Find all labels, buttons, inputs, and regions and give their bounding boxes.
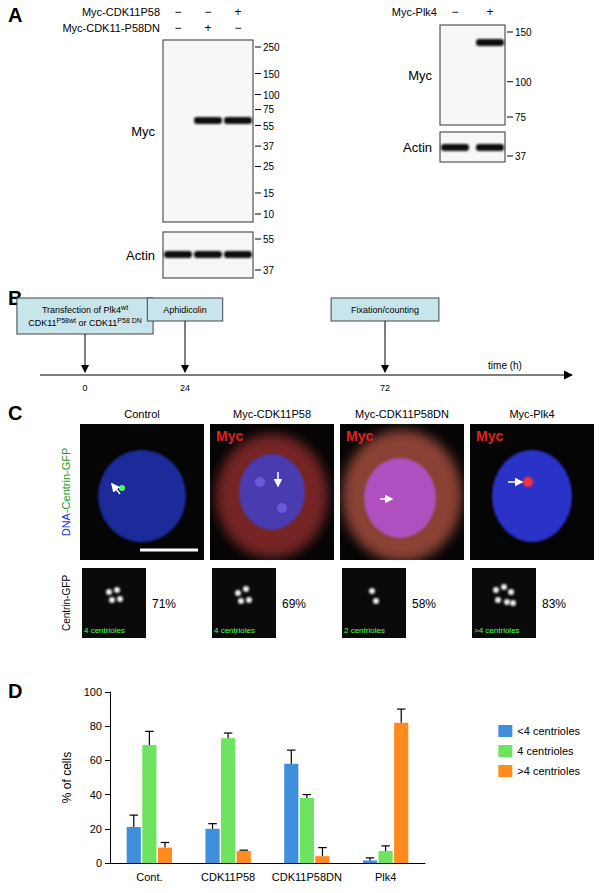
svg-text:time (h): time (h) (488, 360, 522, 371)
svg-text:B: B (8, 287, 23, 309)
svg-text:Myc: Myc (408, 68, 432, 83)
svg-text:Control: Control (124, 408, 159, 420)
svg-text:−: − (204, 5, 211, 19)
svg-text:100: 100 (84, 686, 102, 698)
svg-text:4 centrioles: 4 centrioles (214, 626, 255, 635)
svg-text:75: 75 (263, 104, 275, 115)
svg-text:C: C (8, 402, 22, 424)
svg-text:+: + (204, 21, 211, 35)
svg-text:A: A (8, 4, 22, 26)
svg-text:71%: 71% (152, 597, 176, 611)
svg-text:−: − (174, 21, 181, 35)
svg-text:72: 72 (380, 383, 390, 393)
svg-text:80: 80 (90, 720, 102, 732)
svg-text:2 centrioles: 2 centrioles (344, 626, 385, 635)
svg-text:Fixation/counting: Fixation/counting (351, 305, 419, 315)
html-text:D: D (8, 680, 23, 702)
svg-text:Actin: Actin (126, 248, 155, 263)
svg-text:Myc-CDK11P58: Myc-CDK11P58 (233, 408, 311, 420)
svg-text:Myc-CDK11P58: Myc-CDK11P58 (82, 6, 160, 18)
svg-text:CDK11P58wt or CDK11P58 DN: CDK11P58wt or CDK11P58 DN (28, 317, 142, 328)
svg-text:40: 40 (90, 789, 102, 801)
svg-text:24: 24 (180, 383, 190, 393)
svg-text:Aphidicolin: Aphidicolin (163, 305, 207, 315)
svg-text:69%: 69% (282, 597, 306, 611)
svg-text:−: − (174, 5, 181, 19)
svg-text:Myc: Myc (346, 428, 373, 444)
svg-text:Cont.: Cont. (136, 871, 162, 883)
svg-text:25: 25 (263, 161, 275, 172)
svg-text:Myc-CDK11P58DN: Myc-CDK11P58DN (355, 408, 449, 420)
svg-text:0: 0 (96, 857, 102, 869)
svg-text:100: 100 (515, 77, 532, 88)
svg-text:250: 250 (263, 42, 280, 53)
svg-text:−: − (234, 21, 241, 35)
svg-text:37: 37 (515, 151, 527, 162)
svg-text:Centrin-GFP: Centrin-GFP (61, 575, 72, 631)
svg-text:20: 20 (90, 823, 102, 835)
svg-text:0: 0 (82, 383, 87, 393)
svg-text:% of cells: % of cells (60, 752, 74, 803)
svg-text:−: − (451, 5, 458, 19)
svg-text:Actin: Actin (403, 140, 432, 155)
svg-text:100: 100 (263, 90, 280, 101)
svg-text:Plk4: Plk4 (375, 871, 396, 883)
svg-text:58%: 58% (412, 597, 436, 611)
svg-text:15: 15 (263, 188, 275, 199)
svg-text:37: 37 (263, 141, 275, 152)
svg-text:DNA-Centrin-GFP: DNA-Centrin-GFP (60, 448, 72, 537)
svg-text:150: 150 (263, 69, 280, 80)
svg-text:+: + (234, 5, 241, 19)
svg-text:4 centrioles: 4 centrioles (84, 626, 125, 635)
svg-text:CDK11P58: CDK11P58 (201, 871, 255, 883)
svg-text:Myc-CDK11-P58DN: Myc-CDK11-P58DN (62, 22, 160, 34)
svg-text:75: 75 (515, 112, 527, 123)
svg-text:Myc: Myc (216, 428, 243, 444)
svg-text:150: 150 (515, 27, 532, 38)
svg-text:55: 55 (263, 121, 275, 132)
svg-text:CDK11P58DN: CDK11P58DN (272, 871, 342, 883)
svg-text:55: 55 (263, 234, 275, 245)
svg-text:37: 37 (263, 265, 275, 276)
svg-text:Myc-Plk4: Myc-Plk4 (392, 6, 437, 18)
svg-text:Myc: Myc (476, 428, 503, 444)
svg-text:Myc-Plk4: Myc-Plk4 (509, 408, 554, 420)
svg-text:Transfection of Plk4wt: Transfection of Plk4wt (42, 304, 128, 315)
svg-text:4 centrioles: 4 centrioles (517, 745, 574, 757)
svg-text:+: + (486, 5, 493, 19)
svg-text:83%: 83% (542, 597, 566, 611)
svg-text:<4 centrioles: <4 centrioles (517, 725, 580, 737)
svg-text:60: 60 (90, 754, 102, 766)
svg-text:>4 centrioles: >4 centrioles (474, 626, 520, 635)
svg-text:10: 10 (263, 209, 275, 220)
svg-text:>4 centrioles: >4 centrioles (517, 765, 580, 777)
svg-text:Myc: Myc (131, 124, 155, 139)
